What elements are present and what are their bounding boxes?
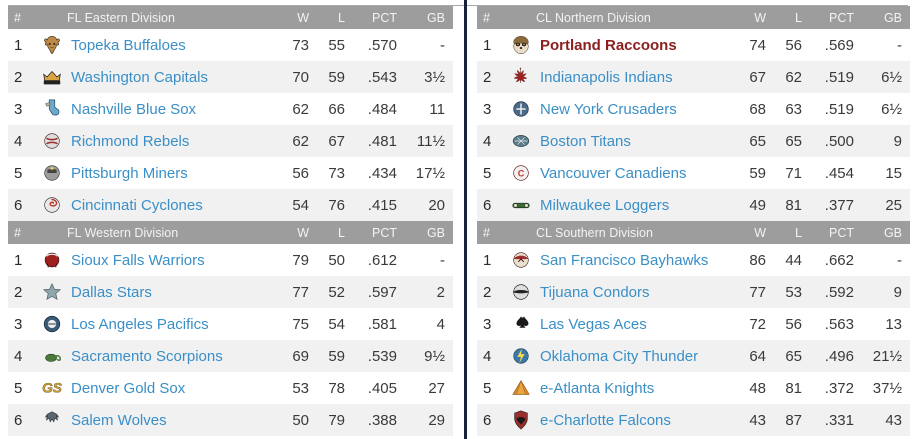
svg-text:C: C <box>518 169 525 179</box>
svg-text:GS: GS <box>42 381 63 396</box>
